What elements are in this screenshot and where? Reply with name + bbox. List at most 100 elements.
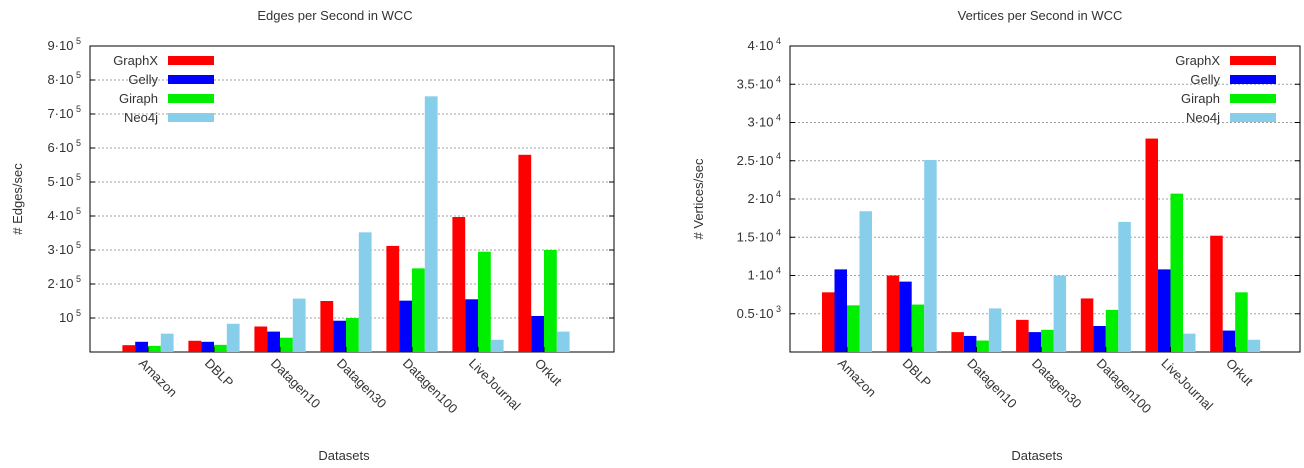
- bar-gelly-livejournal: [1158, 269, 1171, 352]
- legend-label: Giraph: [1181, 91, 1220, 106]
- bar-neo4j-livejournal: [1183, 334, 1196, 352]
- bar-graphx-datagen10: [254, 327, 267, 353]
- legend-label: GraphX: [1175, 53, 1220, 68]
- x-tick-label: Datagen100: [1094, 356, 1155, 417]
- legend-label: Gelly: [1190, 72, 1220, 87]
- legend-swatch: [168, 94, 214, 103]
- legend-swatch: [1230, 56, 1276, 65]
- bar-giraph-dblp: [214, 345, 227, 352]
- y-tick-label: 1·10 4: [747, 266, 781, 283]
- y-tick-label: 7·10 5: [47, 104, 81, 121]
- x-tick-label: DBLP: [900, 356, 935, 391]
- x-axis-label: Datasets: [318, 448, 370, 463]
- bar-gelly-datagen100: [399, 301, 412, 352]
- y-tick-label: 3·10 5: [47, 240, 81, 257]
- y-tick-label: 8·10 5: [47, 70, 81, 87]
- bar-gelly-amazon: [135, 342, 148, 352]
- y-tick-label: 2·10 4: [747, 189, 781, 206]
- x-tick-label: Datagen30: [1029, 356, 1085, 412]
- bar-graphx-livejournal: [452, 217, 465, 352]
- y-axis-label: # Edges/sec: [10, 163, 25, 235]
- bar-giraph-amazon: [847, 305, 860, 352]
- bar-neo4j-amazon: [860, 211, 873, 352]
- bar-gelly-orkut: [1223, 331, 1236, 352]
- x-tick-label: Orkut: [1223, 356, 1256, 389]
- bar-giraph-datagen10: [976, 341, 989, 352]
- x-tick-label: Datagen30: [334, 356, 390, 412]
- bar-graphx-datagen30: [320, 301, 333, 352]
- legend-swatch: [1230, 75, 1276, 84]
- bar-graphx-datagen100: [386, 246, 399, 352]
- x-tick-label: Datagen10: [964, 356, 1020, 412]
- y-tick-label: 4·10 4: [747, 36, 781, 53]
- x-tick-label: Datagen10: [268, 356, 324, 412]
- bar-giraph-livejournal: [1171, 194, 1184, 352]
- bar-giraph-datagen100: [412, 268, 425, 352]
- legend-swatch: [1230, 113, 1276, 122]
- bar-graphx-datagen100: [1081, 298, 1094, 352]
- y-tick-label: 2.5·10 4: [737, 151, 781, 168]
- bar-graphx-amazon: [822, 292, 835, 352]
- bar-neo4j-livejournal: [491, 340, 504, 352]
- edges-chart: 10 5 2·10 5 3·10 5 4·10 5 5·10 5 6·10 5 7·10 5…: [10, 8, 614, 463]
- bar-graphx-dblp: [887, 276, 900, 353]
- bar-giraph-orkut: [1235, 292, 1248, 352]
- x-tick-label: LiveJournal: [1158, 356, 1216, 414]
- bar-giraph-datagen30: [1041, 330, 1054, 352]
- bar-giraph-orkut: [544, 250, 557, 352]
- bar-gelly-dblp: [201, 342, 214, 352]
- y-tick-label: 10 5: [59, 308, 81, 325]
- bar-neo4j-datagen100: [425, 96, 438, 352]
- bar-gelly-amazon: [835, 269, 848, 352]
- y-tick-label: 3·10 4: [747, 113, 781, 130]
- bar-graphx-livejournal: [1146, 139, 1159, 352]
- bar-gelly-dblp: [899, 282, 912, 352]
- bar-neo4j-amazon: [161, 334, 174, 352]
- bar-neo4j-dblp: [227, 324, 240, 352]
- bar-neo4j-datagen30: [1054, 276, 1067, 353]
- bar-gelly-datagen30: [333, 321, 346, 352]
- legend-swatch: [168, 56, 214, 65]
- vertices-chart: 0.5·10 3 1·10 4 1.5·10 4 2·10 4 2.5·10 4 3·10…: [691, 8, 1300, 463]
- chart-title: Edges per Second in WCC: [257, 8, 412, 23]
- bar-graphx-dblp: [188, 341, 201, 352]
- bar-neo4j-datagen30: [359, 232, 372, 352]
- bar-giraph-livejournal: [478, 252, 491, 352]
- y-tick-label: 1.5·10 4: [737, 227, 781, 244]
- x-tick-label: Orkut: [532, 356, 565, 389]
- y-tick-label: 9·10 5: [47, 36, 81, 53]
- y-tick-label: 4·10 5: [47, 206, 81, 223]
- bar-neo4j-dblp: [924, 160, 937, 352]
- bar-giraph-amazon: [148, 346, 161, 352]
- bar-graphx-orkut: [518, 155, 531, 352]
- legend-swatch: [1230, 94, 1276, 103]
- legend-label: Giraph: [119, 91, 158, 106]
- x-tick-label: Amazon: [835, 356, 879, 400]
- x-tick-label: Datagen100: [400, 356, 461, 417]
- bar-gelly-livejournal: [465, 299, 478, 352]
- bar-neo4j-orkut: [557, 332, 570, 352]
- y-axis-label: # Vertices/sec: [691, 158, 706, 239]
- y-tick-label: 6·10 5: [47, 138, 81, 155]
- x-tick-label: Amazon: [136, 356, 180, 400]
- bar-neo4j-orkut: [1248, 340, 1261, 352]
- bar-gelly-datagen10: [267, 332, 280, 352]
- y-tick-label: 0.5·10 3: [737, 304, 781, 321]
- chart-title: Vertices per Second in WCC: [958, 8, 1123, 23]
- legend-label: GraphX: [113, 53, 158, 68]
- bar-giraph-datagen100: [1106, 310, 1119, 352]
- bar-gelly-datagen30: [1029, 332, 1042, 352]
- x-axis-label: Datasets: [1011, 448, 1063, 463]
- y-tick-label: 3.5·10 4: [737, 74, 781, 91]
- y-tick-label: 2·10 5: [47, 274, 81, 291]
- bar-giraph-datagen10: [280, 338, 293, 352]
- legend-label: Gelly: [128, 72, 158, 87]
- bar-neo4j-datagen10: [293, 299, 306, 352]
- bar-gelly-orkut: [531, 316, 544, 352]
- bar-graphx-datagen30: [1016, 320, 1029, 352]
- x-tick-label: LiveJournal: [466, 356, 524, 414]
- y-tick-label: 5·10 5: [47, 172, 81, 189]
- legend-swatch: [168, 75, 214, 84]
- legend-label: Neo4j: [1186, 110, 1220, 125]
